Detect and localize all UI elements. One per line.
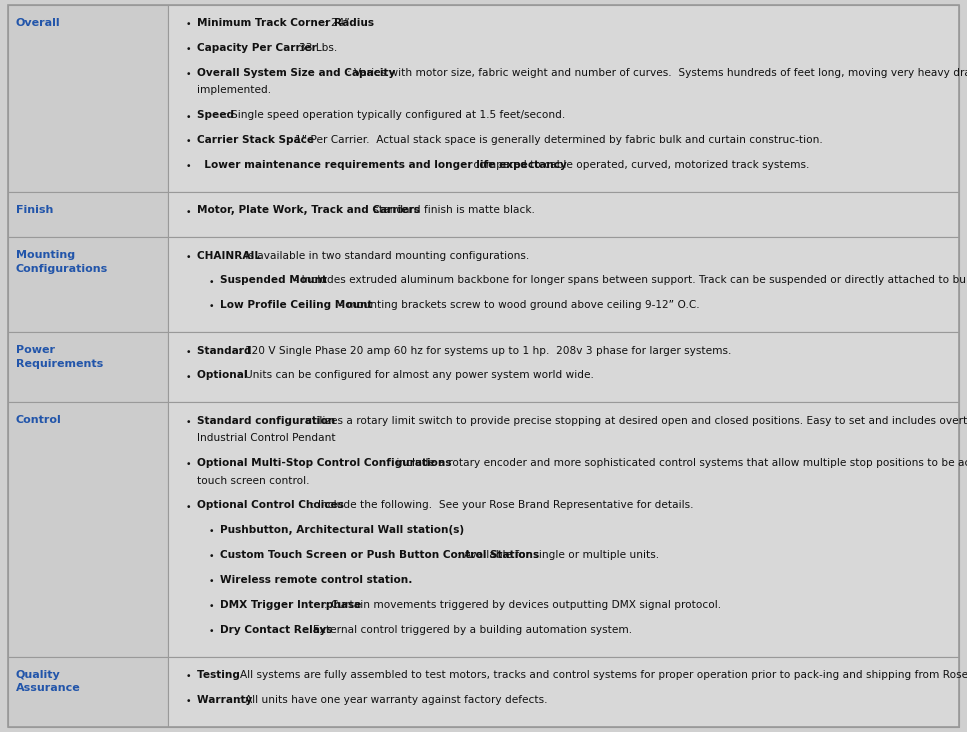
Text: : 120 V Single Phase 20 amp 60 hz for systems up to 1 hp.  208v 3 phase for larg: : 120 V Single Phase 20 amp 60 hz for sy… [238,346,731,356]
Text: : 1” Per Carrier.  Actual stack space is generally determined by fabric bulk and: : 1” Per Carrier. Actual stack space is … [288,135,823,145]
Text: Optional: Optional [196,370,250,381]
Bar [8,193,167,237]
Text: standard finish is matte black.: standard finish is matte black. [370,206,535,215]
Text: DMX Trigger Interphase: DMX Trigger Interphase [220,600,365,610]
Text: Testing: Testing [196,670,243,680]
Text: touch screen control.: touch screen control. [196,476,309,485]
Bar [8,332,167,403]
Text: Industrial Control Pendant: Industrial Control Pendant [196,433,336,443]
Text: •: • [186,207,190,217]
Text: utilizes a rotary limit switch to provide precise stopping at desired open and c: utilizes a rotary limit switch to provid… [302,416,967,425]
Text: Optional Multi-Stop Control Configurations: Optional Multi-Stop Control Configuratio… [196,458,454,468]
Text: : Curtain movements triggered by devices outputting DMX signal protocol.: : Curtain movements triggered by devices… [325,600,721,610]
Text: Minimum Track Corner Radius: Minimum Track Corner Radius [196,18,377,28]
Text: : Available for single or multiple units.: : Available for single or multiple units… [456,550,659,560]
Text: •: • [186,163,190,171]
Text: •: • [208,553,214,561]
Text: •: • [186,253,190,262]
Bar [167,193,959,237]
Text: Pushbutton, Architectural Wall station(s): Pushbutton, Architectural Wall station(s… [220,526,464,535]
Bar [167,332,959,403]
Text: •: • [186,70,190,79]
Text: •: • [186,697,190,706]
Bar [167,5,959,193]
Text: Low Profile Ceiling Mount: Low Profile Ceiling Mount [220,300,376,310]
Bar [8,403,167,657]
Text: Motor, Plate Work, Track and Carriers: Motor, Plate Work, Track and Carriers [196,206,424,215]
Text: compared to cable operated, curved, motorized track systems.: compared to cable operated, curved, moto… [470,160,809,170]
Text: Control: Control [16,416,62,425]
Text: is available in two standard mounting configurations.: is available in two standard mounting co… [243,250,530,261]
Text: Quality
Assurance: Quality Assurance [16,670,81,693]
Text: – Includes extruded aluminum backbone for longer spans between support. Track ca: – Includes extruded aluminum backbone fo… [293,275,967,285]
Text: •: • [208,528,214,537]
Text: Optional Control Choices: Optional Control Choices [196,501,347,510]
Text: •: • [186,503,190,512]
Text: •: • [186,672,190,681]
Text: : All systems are fully assembled to test motors, tracks and control systems for: : All systems are fully assembled to tes… [233,670,967,680]
Text: •: • [186,460,190,469]
Text: : Varies with motor size, fabric weight and number of curves.  Systems hundreds : : Varies with motor size, fabric weight … [347,68,967,78]
Text: : Units can be configured for almost any power system world wide.: : Units can be configured for almost any… [238,370,594,381]
Text: •: • [208,578,214,586]
Text: •: • [186,138,190,146]
Text: Standard configuration: Standard configuration [196,416,338,425]
Bar [167,657,959,727]
Bar [8,5,167,193]
Text: •: • [186,45,190,54]
Text: Overall System Size and Capacity: Overall System Size and Capacity [196,68,398,78]
Text: Mounting
Configurations: Mounting Configurations [16,250,108,274]
Text: – mounting brackets screw to wood ground above ceiling 9-12” O.C.: – mounting brackets screw to wood ground… [338,300,700,310]
Text: CHAINRAIL: CHAINRAIL [196,250,264,261]
Bar [8,237,167,332]
Text: Standard: Standard [196,346,254,356]
Text: Carrier Stack Space: Carrier Stack Space [196,135,317,145]
Bar [8,657,167,727]
Text: •: • [208,602,214,611]
Text: Warranty: Warranty [196,695,255,705]
Text: Overall: Overall [16,18,61,28]
Text: implemented.: implemented. [196,86,271,95]
Text: Custom Touch Screen or Push Button Control Stations: Custom Touch Screen or Push Button Contr… [220,550,542,560]
Text: : Single speed operation typically configured at 1.5 feet/second.: : Single speed operation typically confi… [224,111,566,120]
Text: •: • [208,302,214,312]
Text: Dry Contact Relays: Dry Contact Relays [220,625,336,635]
Text: Power
Requirements: Power Requirements [16,346,103,369]
Bar [167,403,959,657]
Text: •: • [186,373,190,381]
Text: •: • [186,418,190,427]
Text: •: • [186,20,190,29]
Text: •: • [208,277,214,287]
Text: Capacity Per Carrier: Capacity Per Carrier [196,43,320,53]
Text: : 24”.: : 24”. [324,18,354,28]
Text: •: • [186,348,190,356]
Text: •: • [186,113,190,122]
Text: Wireless remote control station.: Wireless remote control station. [220,575,412,585]
Text: : 33 Lbs.: : 33 Lbs. [292,43,337,53]
Text: : External control triggered by a building automation system.: : External control triggered by a buildi… [307,625,632,635]
Text: Speed: Speed [196,111,237,120]
Text: Suspended Mount: Suspended Mount [220,275,330,285]
Text: Lower maintenance requirements and longer life expectancy: Lower maintenance requirements and longe… [196,160,571,170]
Text: •: • [208,627,214,636]
Text: include a rotary encoder and more sophisticated control systems that allow multi: include a rotary encoder and more sophis… [393,458,967,468]
Text: : All units have one year warranty against factory defects.: : All units have one year warranty again… [238,695,547,705]
Bar [167,237,959,332]
Text: Finish: Finish [16,205,53,215]
Text: : Include the following.  See your Rose Brand Representative for details.: : Include the following. See your Rose B… [310,501,693,510]
